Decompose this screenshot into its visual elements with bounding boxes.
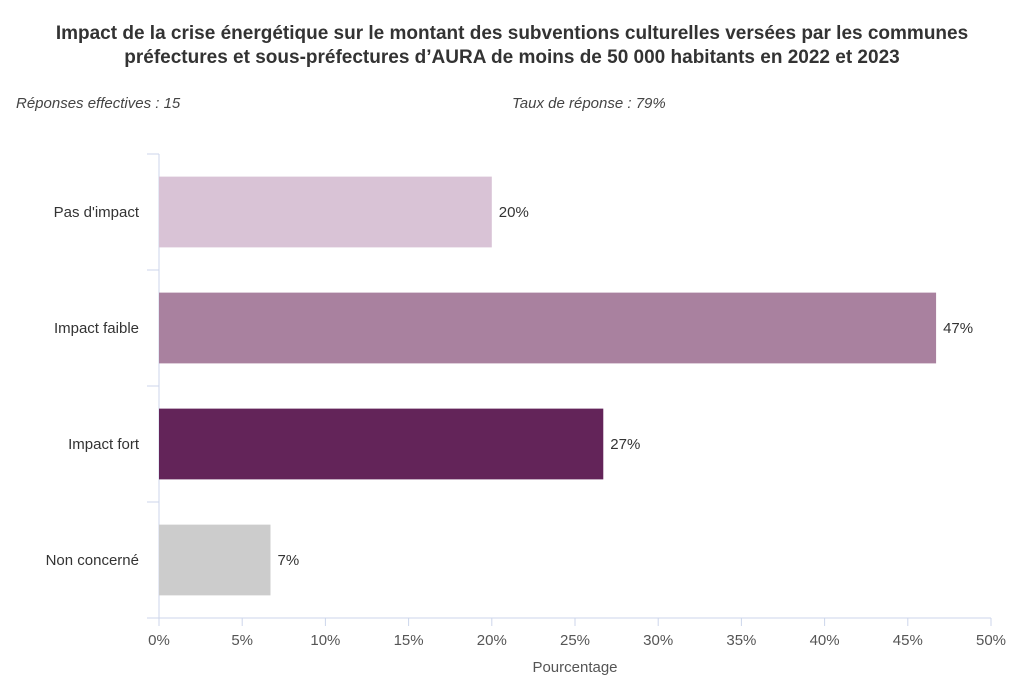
x-tick-label: 35% bbox=[726, 632, 756, 649]
bar bbox=[159, 408, 604, 480]
x-tick-label: 10% bbox=[310, 632, 340, 649]
x-tick-label: 45% bbox=[893, 632, 923, 649]
data-label: 27% bbox=[610, 436, 640, 453]
category-label: Non concerné bbox=[46, 552, 139, 569]
x-axis-title: Pourcentage bbox=[532, 659, 617, 676]
response-rate-subtitle: Taux de réponse : 79% bbox=[512, 95, 666, 112]
x-tick-label: 5% bbox=[231, 632, 253, 649]
chart-title-line-2: préfectures et sous-préfectures d’AURA d… bbox=[124, 47, 900, 68]
x-tick-label: 25% bbox=[560, 632, 590, 649]
chart-bars bbox=[159, 176, 937, 596]
chart-title-line-1: Impact de la crise énergétique sur le mo… bbox=[55, 23, 969, 44]
data-label: 7% bbox=[277, 552, 299, 569]
category-label: Impact faible bbox=[54, 320, 139, 337]
bar bbox=[159, 292, 937, 364]
x-tick-label: 20% bbox=[477, 632, 507, 649]
data-label: 20% bbox=[499, 204, 529, 221]
bar bbox=[159, 524, 271, 596]
category-label: Impact fort bbox=[68, 436, 140, 453]
x-tick-label: 15% bbox=[394, 632, 424, 649]
data-label: 47% bbox=[943, 320, 973, 337]
x-tick-label: 30% bbox=[643, 632, 673, 649]
chart-labels: 0% 5% 10% 15% 20% 25% 30% 35% 40% 45% 50% Pourcenta… bbox=[46, 204, 1006, 676]
x-tick-label: 0% bbox=[148, 632, 170, 649]
x-tick-label: 50% bbox=[976, 632, 1006, 649]
chart-title: Impact de la crise énergétique sur le mo… bbox=[0, 22, 1024, 70]
responses-count-subtitle: Réponses effectives : 15 bbox=[16, 95, 181, 112]
x-tick-label: 40% bbox=[810, 632, 840, 649]
bar bbox=[159, 176, 492, 248]
category-label: Pas d'impact bbox=[54, 204, 140, 221]
